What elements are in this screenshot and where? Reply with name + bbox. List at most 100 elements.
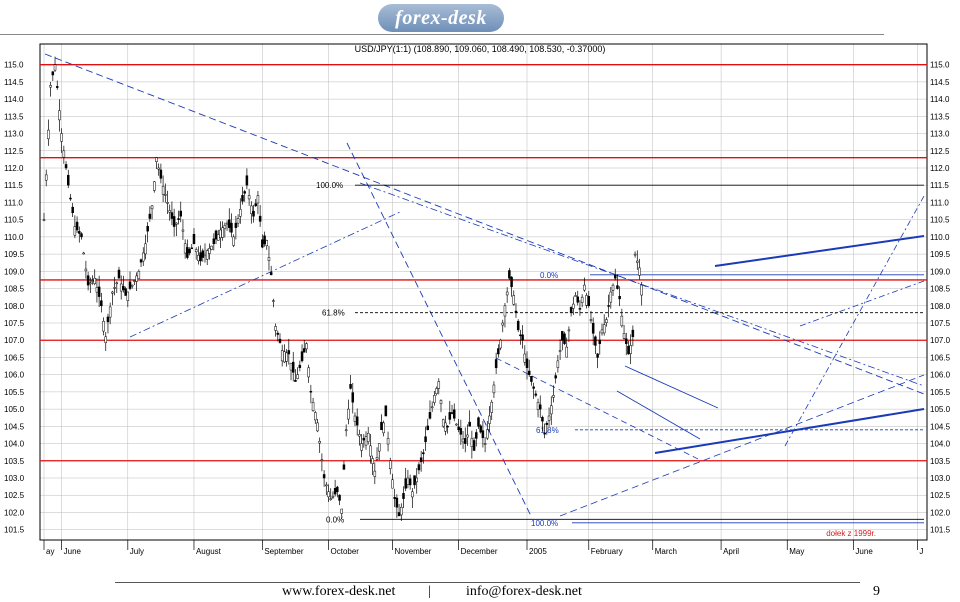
trend-line <box>624 365 719 409</box>
footer-email[interactable]: info@forex-desk.net <box>466 584 582 599</box>
candle-body <box>481 430 485 439</box>
footer-website[interactable]: www.forex-desk.net <box>282 584 396 599</box>
y-tick-label: 105.0 <box>4 405 25 414</box>
candle-body <box>589 319 593 321</box>
candle-body <box>166 202 169 204</box>
candle-body <box>188 249 191 254</box>
candle-body <box>578 308 582 310</box>
candle-body <box>95 287 99 293</box>
candle-body <box>519 334 522 337</box>
candle-body <box>316 422 319 432</box>
x-tick-label: August <box>196 547 222 556</box>
candle-body <box>622 333 626 339</box>
candle-body <box>563 333 566 344</box>
candle-body <box>576 296 579 303</box>
candle-body <box>296 374 299 379</box>
candle-body <box>254 203 257 207</box>
candle-body <box>598 339 602 344</box>
candle-body <box>508 270 511 279</box>
candle-body <box>594 336 597 346</box>
candle-body <box>280 350 284 362</box>
candle-body <box>627 345 630 355</box>
candle-body <box>472 440 476 451</box>
candle-body <box>336 486 339 493</box>
candle-body <box>459 428 463 435</box>
candle-body <box>69 197 72 200</box>
y-tick-label: 111.5 <box>930 181 949 190</box>
candle-body <box>411 491 414 498</box>
candle-body <box>532 386 535 389</box>
fib-label: 61.8% <box>322 309 345 318</box>
candle-body <box>291 361 295 373</box>
candle-body <box>457 426 460 431</box>
candle-body <box>618 295 621 300</box>
y-tick-label: 101.5 <box>4 526 25 535</box>
candle-body <box>303 348 306 353</box>
candle-body <box>201 250 205 258</box>
candle-body <box>73 226 77 236</box>
candle-body <box>351 392 355 403</box>
x-tick-label: February <box>591 547 623 556</box>
y-tick-label: 106.0 <box>4 371 25 380</box>
candle-body <box>278 338 282 343</box>
trend-line <box>784 195 925 447</box>
candle-body <box>435 388 438 395</box>
candle-body <box>194 249 198 253</box>
candle-body <box>199 252 202 262</box>
y-tick-label: 115.0 <box>4 61 24 70</box>
candle-body <box>228 219 231 228</box>
candle-body <box>366 432 370 442</box>
candle-body <box>373 470 377 477</box>
candle-body <box>389 460 392 469</box>
candle-body <box>605 319 608 323</box>
candle-body <box>607 305 610 307</box>
candle-body <box>428 412 432 419</box>
candle-body <box>567 329 571 332</box>
y-tick-label: 109.5 <box>4 250 25 259</box>
candle-body <box>369 445 372 457</box>
candle-body <box>247 195 251 200</box>
candle-body <box>419 457 423 463</box>
y-tick-label: 112.0 <box>930 164 950 173</box>
y-tick-label: 103.0 <box>4 474 25 483</box>
candle-body <box>501 322 504 326</box>
candle-body <box>616 285 619 289</box>
candle-body <box>230 222 233 233</box>
candle-body <box>510 276 513 288</box>
candle-body <box>477 417 480 427</box>
candle-body <box>272 300 275 302</box>
y-tick-label: 102.0 <box>4 508 25 517</box>
candle-body <box>464 438 467 444</box>
candle-body <box>638 267 641 276</box>
candle-body <box>150 205 154 210</box>
fib-label: 100.0% <box>531 519 558 528</box>
candle-body <box>503 305 507 317</box>
trend-line <box>616 390 701 440</box>
candle-body <box>585 295 588 306</box>
candle-body <box>530 376 533 382</box>
candle-body <box>84 268 88 272</box>
candle-body <box>62 150 66 158</box>
y-tick-label: 105.5 <box>4 388 25 397</box>
y-tick-label: 114.0 <box>4 95 24 104</box>
candle-body <box>455 423 458 426</box>
candle-body <box>636 260 639 263</box>
y-tick-label: 103.5 <box>4 457 25 466</box>
candle-body <box>329 498 332 500</box>
candle-body <box>104 336 108 343</box>
y-tick-label: 107.0 <box>930 336 951 345</box>
candle-body <box>276 332 280 335</box>
candle-body <box>256 195 260 204</box>
candle-body <box>252 210 255 217</box>
candle-body <box>75 221 79 231</box>
candle-body <box>556 360 560 368</box>
candle-body <box>552 395 555 398</box>
candle-body <box>64 164 68 169</box>
candle-body <box>307 367 310 378</box>
x-tick-label: April <box>723 547 739 556</box>
y-tick-label: 104.5 <box>930 422 951 431</box>
y-tick-label: 115.0 <box>930 61 950 70</box>
candle-body <box>391 479 394 489</box>
candle-body <box>413 475 416 486</box>
x-tick-label: June <box>64 547 82 556</box>
